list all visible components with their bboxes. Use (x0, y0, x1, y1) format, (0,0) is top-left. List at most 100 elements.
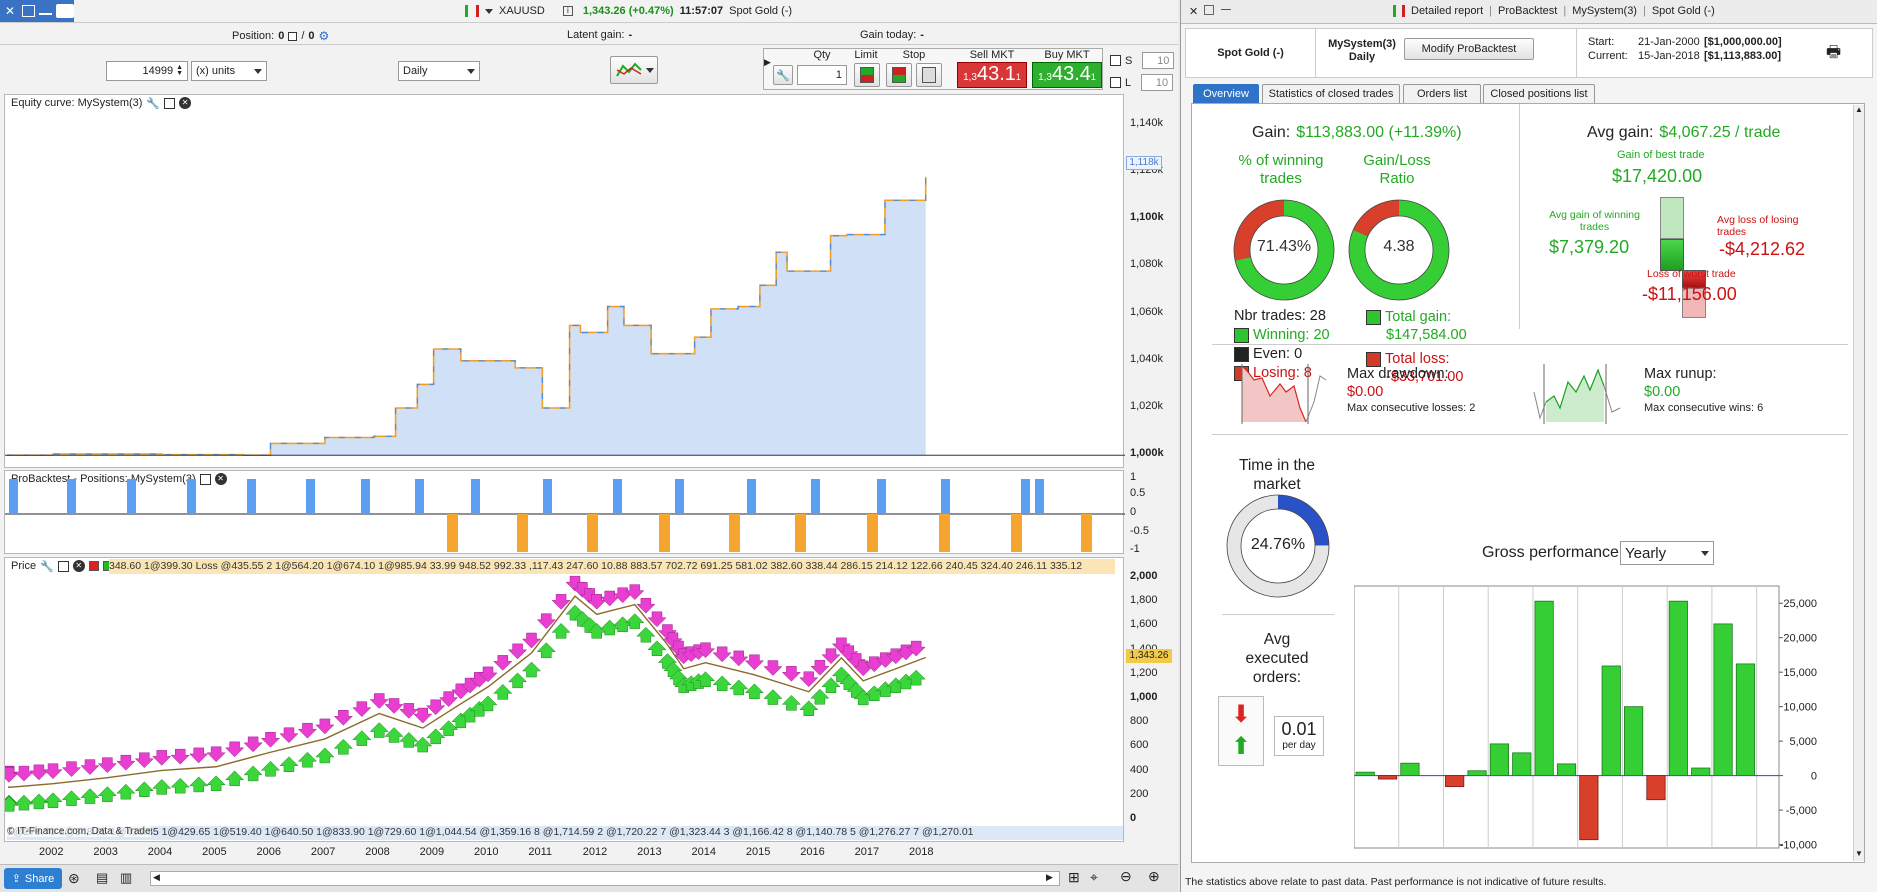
maximize-icon[interactable] (1204, 5, 1214, 15)
long-position-bar (811, 479, 820, 514)
positions-tick-label: 1 (1130, 471, 1137, 483)
scroll-left-icon[interactable]: ◀ (153, 872, 160, 882)
limit-order-button[interactable] (854, 63, 880, 87)
buy-arrow-marker (439, 720, 459, 736)
scroll-down-icon[interactable]: ▼ (1855, 849, 1863, 858)
panel-expand-icon[interactable]: ▶ (764, 57, 771, 67)
scroll-right-icon[interactable]: ▶ (1046, 872, 1053, 882)
drawing-tools-icon[interactable]: ⊛ (68, 870, 80, 886)
buy-market-button[interactable]: 1,3 43.4 1 (1032, 62, 1102, 88)
avg-win-bar (1660, 239, 1684, 271)
stop-order-button[interactable] (886, 63, 912, 87)
maximize-panel-icon[interactable] (199, 473, 211, 485)
scroll-up-icon[interactable]: ▲ (1855, 105, 1863, 114)
positions-axis: 1 0.5 0 -0.5 -1 (1126, 470, 1178, 555)
maximize-panel-icon[interactable] (57, 560, 69, 572)
order-qty-input[interactable]: 1 (797, 65, 847, 85)
equity-chart[interactable] (5, 95, 1125, 469)
drawdown-title: Max drawdown: (1347, 366, 1449, 382)
wrench-icon[interactable]: 🔧 (146, 97, 161, 110)
breadcrumb: Detailed report | ProBacktest | MySystem(3… (1393, 5, 1715, 17)
tab-orders-list[interactable]: Orders list (1403, 84, 1481, 103)
current-value: [$1,113,883.00] (1704, 50, 1782, 62)
breadcrumb-item[interactable]: ProBacktest (1498, 5, 1558, 17)
info-icon[interactable]: i (562, 6, 573, 16)
price-tick-label: 200 (1130, 787, 1149, 800)
layout-icon[interactable]: ▥ (120, 870, 133, 885)
tab-closed-positions[interactable]: Closed positions list (1483, 84, 1595, 103)
sell-arrow-marker (243, 736, 263, 753)
minimize-icon[interactable] (38, 7, 52, 15)
long-position-bar (67, 479, 76, 514)
horizontal-scrollbar[interactable]: ◀ ▶ (150, 871, 1060, 886)
share-button[interactable]: ⇪ Share (4, 868, 62, 889)
equity-tick-label: 1,060k (1130, 305, 1164, 318)
minimize-icon[interactable] (1221, 9, 1231, 10)
sell-arrow-marker (43, 763, 63, 780)
breadcrumb-item[interactable]: Detailed report (1411, 5, 1484, 17)
best-trade-label: Gain of best trade (1617, 149, 1705, 161)
sell-arrow-marker (507, 643, 528, 660)
print-icon[interactable]: 🖶 (1826, 44, 1842, 61)
winning-title-line2: trades (1260, 170, 1302, 187)
close-panel-icon[interactable]: ✕ (179, 97, 192, 109)
equity-tick-label: 1,000k (1130, 447, 1164, 460)
gross-bar (1467, 770, 1487, 777)
share-icon: ⇪ (11, 873, 21, 885)
limit-short-label: L (1125, 76, 1132, 89)
window-controls[interactable]: ✕ (0, 0, 74, 22)
long-position-bar (361, 479, 370, 514)
quantity-stepper[interactable]: 14999 ▲ ▼ (106, 61, 188, 81)
zoom-in-icon[interactable]: ⊕ (1148, 868, 1160, 884)
modify-probacktest-button[interactable]: Modify ProBacktest (1404, 38, 1534, 60)
limit-input[interactable]: 10 (1141, 74, 1174, 91)
time-market-value: 24.76% (1250, 536, 1306, 553)
indicators-button[interactable] (610, 56, 658, 84)
wrench-icon[interactable]: 🔧 (773, 65, 793, 85)
sell-arrow-marker (29, 764, 49, 781)
candles-icon[interactable] (465, 5, 479, 17)
keyboard-icon[interactable] (55, 4, 74, 18)
close-icon[interactable]: ✕ (1189, 6, 1199, 18)
price-chart[interactable] (5, 558, 1125, 843)
gear-icon[interactable]: ⚙ (318, 29, 330, 43)
buy-arrow-marker (647, 640, 667, 657)
buy-arrow-marker (189, 776, 209, 793)
gross-period-select[interactable]: Yearly (1620, 541, 1714, 565)
maximize-panel-icon[interactable] (164, 97, 176, 109)
sell-arrow-marker (152, 750, 172, 766)
close-panel-icon[interactable]: ✕ (214, 473, 227, 485)
chevron-down-icon[interactable] (485, 8, 493, 14)
total-loss-icon (1366, 351, 1381, 367)
breadcrumb-item[interactable]: MySystem(3) (1572, 5, 1637, 17)
long-position-bar (747, 479, 756, 514)
period-select[interactable]: Daily (398, 61, 480, 81)
close-icon[interactable]: ✕ (5, 4, 16, 18)
trailing-stop-button[interactable] (916, 63, 942, 87)
stop-input[interactable]: 10 (1142, 52, 1175, 69)
zoom-out-icon[interactable]: ⊖ (1120, 868, 1132, 884)
buy-price-small: 1,3 (1038, 72, 1052, 83)
avg-orders-title: Avg executed orders: (1212, 630, 1342, 687)
buy-arrow-marker (810, 688, 830, 705)
runup-title: Max runup: (1644, 366, 1717, 382)
maximize-icon[interactable] (21, 5, 35, 17)
positions-chart[interactable] (5, 471, 1125, 555)
units-select[interactable]: (x) units (191, 61, 267, 81)
tab-statistics[interactable]: Statistics of closed trades (1262, 84, 1400, 103)
wrench-icon[interactable]: 🔧 (40, 560, 54, 573)
limit-checkbox[interactable] (1110, 77, 1121, 88)
stop-checkbox[interactable] (1110, 55, 1121, 66)
gross-tick-label: 5,000 (1789, 736, 1817, 748)
close-panel-icon[interactable]: ✕ (72, 560, 85, 572)
vertical-scrollbar[interactable]: ▲ ▼ (1853, 105, 1864, 861)
time-label: 11:57:07 (679, 5, 724, 17)
gain-today-value: - (920, 29, 924, 41)
list-icon[interactable]: ▤ (96, 870, 109, 885)
tab-overview[interactable]: Overview (1193, 84, 1259, 103)
crosshair-icon[interactable]: ⌖ (1090, 869, 1098, 885)
worst-trade-label: Loss of worst trade (1647, 268, 1736, 280)
sell-market-button[interactable]: 1,3 43.1 1 (957, 62, 1027, 88)
breadcrumb-item[interactable]: Spot Gold (-) (1651, 5, 1715, 17)
zoom-fit-icon[interactable]: ⊞ (1068, 869, 1080, 885)
